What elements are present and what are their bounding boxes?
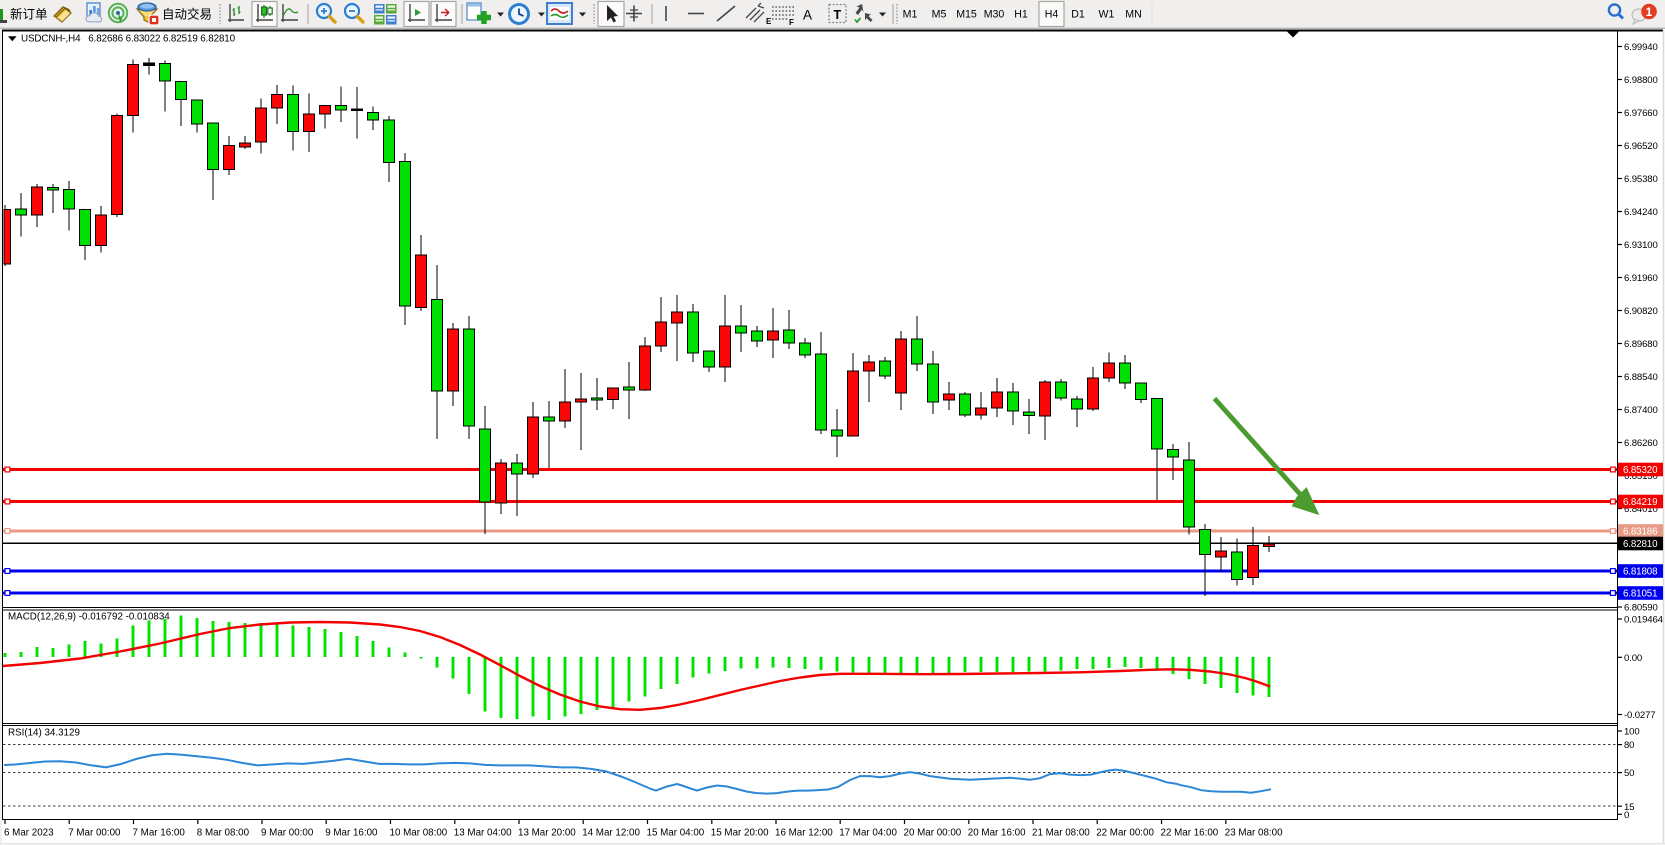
svg-text:6.85150: 6.85150 [1624, 471, 1658, 482]
svg-text:16 Mar 12:00: 16 Mar 12:00 [775, 828, 833, 839]
svg-text:6.83186: 6.83186 [1623, 527, 1658, 538]
svg-text:H4: H4 [1045, 9, 1059, 21]
svg-text:自动交易: 自动交易 [162, 7, 212, 22]
svg-text:RSI(14) 34.3129: RSI(14) 34.3129 [8, 728, 80, 739]
svg-text:MN: MN [1125, 9, 1141, 21]
svg-text:USDCNH-,H4 6.82686 6.83022 6: USDCNH-,H4 6.82686 6.83022 6.82519 6.828… [21, 33, 236, 44]
svg-text:6.86260: 6.86260 [1624, 438, 1658, 449]
svg-text:6.99940: 6.99940 [1624, 42, 1658, 53]
svg-text:100: 100 [1624, 727, 1640, 738]
svg-text:50: 50 [1624, 768, 1634, 779]
svg-text:F: F [789, 18, 794, 27]
svg-text:6.80590: 6.80590 [1624, 603, 1658, 614]
svg-text:7 Mar 00:00: 7 Mar 00:00 [68, 828, 121, 839]
svg-text:MACD(12,26,9) -0.016792 -0.010: MACD(12,26,9) -0.016792 -0.010834 [8, 612, 170, 623]
svg-text:22 Mar 16:00: 22 Mar 16:00 [1161, 828, 1219, 839]
svg-text:6.91960: 6.91960 [1624, 273, 1658, 284]
svg-text:20 Mar 00:00: 20 Mar 00:00 [904, 828, 962, 839]
svg-text:6.97660: 6.97660 [1624, 108, 1658, 119]
svg-text:M30: M30 [984, 9, 1005, 21]
svg-text:9 Mar 16:00: 9 Mar 16:00 [325, 828, 378, 839]
svg-text:6.81808: 6.81808 [1623, 567, 1658, 578]
svg-text:M15: M15 [956, 9, 977, 21]
svg-text:6.84010: 6.84010 [1624, 504, 1658, 515]
svg-text:新订单: 新订单 [10, 7, 48, 22]
svg-text:W1: W1 [1099, 9, 1115, 21]
svg-text:H1: H1 [1014, 9, 1028, 21]
svg-text:0.019464: 0.019464 [1624, 615, 1664, 626]
svg-text:M5: M5 [932, 9, 947, 21]
svg-text:6.87400: 6.87400 [1624, 405, 1658, 416]
svg-text:1: 1 [1646, 5, 1653, 19]
svg-text:0.00: 0.00 [1624, 653, 1642, 664]
svg-text:10 Mar 08:00: 10 Mar 08:00 [390, 828, 448, 839]
svg-text:6 Mar 2023: 6 Mar 2023 [4, 828, 54, 839]
svg-text:21 Mar 08:00: 21 Mar 08:00 [1032, 828, 1090, 839]
svg-text:6.84219: 6.84219 [1623, 497, 1657, 508]
svg-text:13 Mar 04:00: 13 Mar 04:00 [454, 828, 512, 839]
svg-text:6.93100: 6.93100 [1624, 240, 1658, 251]
svg-text:22 Mar 00:00: 22 Mar 00:00 [1096, 828, 1154, 839]
svg-text:0: 0 [1624, 810, 1629, 821]
svg-text:-0.0277: -0.0277 [1624, 710, 1656, 721]
svg-text:6.88540: 6.88540 [1624, 372, 1658, 383]
svg-text:6.96520: 6.96520 [1624, 141, 1658, 152]
svg-text:6.94240: 6.94240 [1624, 207, 1658, 218]
svg-text:6.89680: 6.89680 [1624, 339, 1658, 350]
svg-text:A: A [803, 8, 812, 23]
svg-text:20 Mar 16:00: 20 Mar 16:00 [968, 828, 1026, 839]
svg-text:6.85320: 6.85320 [1623, 465, 1658, 476]
svg-text:6.81051: 6.81051 [1623, 589, 1657, 600]
svg-text:15: 15 [1624, 802, 1634, 813]
svg-text:6.95380: 6.95380 [1624, 174, 1658, 185]
svg-text:9 Mar 00:00: 9 Mar 00:00 [261, 828, 314, 839]
svg-text:6.98800: 6.98800 [1624, 75, 1658, 86]
svg-text:7 Mar 16:00: 7 Mar 16:00 [133, 828, 186, 839]
svg-text:8 Mar 08:00: 8 Mar 08:00 [197, 828, 250, 839]
svg-text:D1: D1 [1071, 9, 1085, 21]
svg-text:M1: M1 [903, 9, 918, 21]
svg-text:6.82810: 6.82810 [1623, 539, 1658, 550]
svg-text:T: T [834, 8, 842, 22]
svg-text:80: 80 [1624, 740, 1634, 751]
svg-text:E: E [766, 17, 772, 26]
svg-text:15 Mar 04:00: 15 Mar 04:00 [647, 828, 705, 839]
svg-text:23 Mar 08:00: 23 Mar 08:00 [1225, 828, 1283, 839]
svg-text:6.90820: 6.90820 [1624, 306, 1658, 317]
svg-text:15 Mar 20:00: 15 Mar 20:00 [711, 828, 769, 839]
svg-text:13 Mar 20:00: 13 Mar 20:00 [518, 828, 576, 839]
svg-text:17 Mar 04:00: 17 Mar 04:00 [839, 828, 897, 839]
svg-text:14 Mar 12:00: 14 Mar 12:00 [582, 828, 640, 839]
